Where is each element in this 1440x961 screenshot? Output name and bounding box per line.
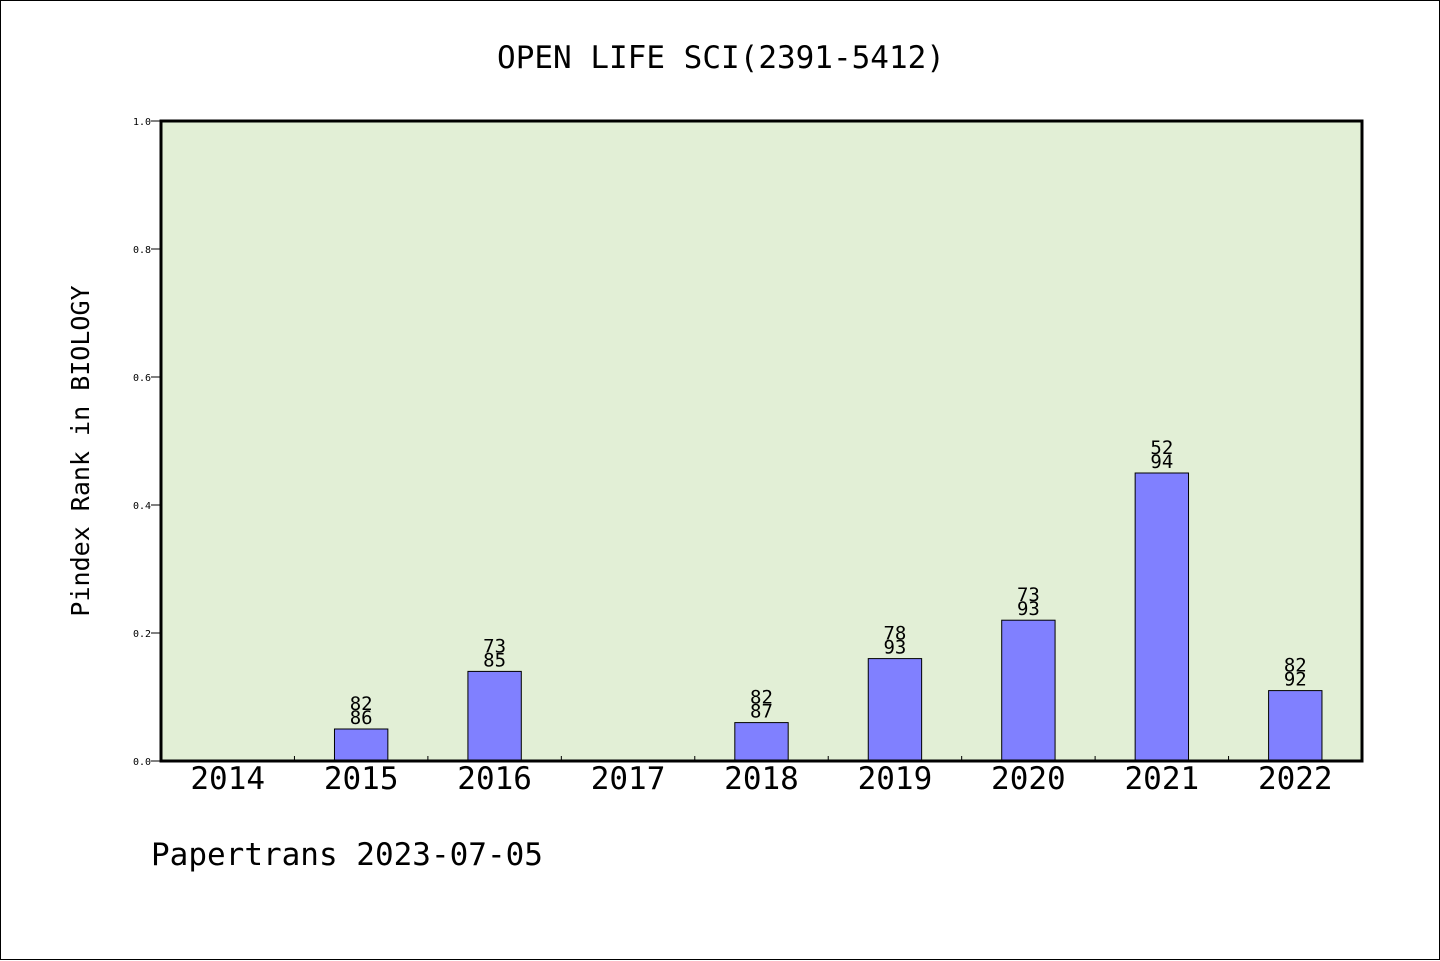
- y-tick-label: 0.8: [133, 245, 151, 256]
- bar-label-total: 93: [883, 637, 906, 659]
- x-tick-label: 2021: [1125, 761, 1200, 797]
- bar-label-rank: 82: [1284, 655, 1307, 677]
- bar-2022: [1268, 690, 1323, 762]
- x-ticks-layer: 2014 2015 2016 2017 2018 2019 2020 2021 2022: [190, 756, 1333, 797]
- x-tick-label: 2016: [457, 761, 532, 797]
- bar-2021: [1134, 472, 1190, 762]
- x-tick-label: 2019: [858, 761, 933, 797]
- bar-label-total: 85: [483, 649, 506, 671]
- bar-label-rank: 82: [350, 693, 373, 715]
- plot-border: [159, 119, 1364, 763]
- y-tick-label: 1.0: [133, 117, 151, 128]
- bar-label-rank: 82: [750, 687, 773, 709]
- y-tick-label: 0.0: [133, 757, 151, 768]
- bar-label-total: 93: [1017, 598, 1040, 620]
- chart-title: OPEN LIFE SCI(2391-5412): [497, 40, 945, 76]
- bar-label-rank: 52: [1150, 437, 1173, 459]
- y-ticks-layer: 0.0 0.2 0.4 0.6 0.8 1.0: [133, 117, 161, 768]
- bar-label-total: 92: [1284, 669, 1307, 691]
- x-tick-label: 2018: [724, 761, 799, 797]
- y-tick-label: 0.2: [133, 629, 151, 640]
- bar-2020: [1001, 619, 1056, 762]
- y-axis-label: Pindex Rank in BIOLOGY: [66, 285, 95, 616]
- bars-layer: [333, 472, 1323, 762]
- bar-label-rank: 78: [883, 623, 906, 645]
- bar-label-total: 86: [350, 707, 373, 729]
- footer-text: Papertrans 2023-07-05: [151, 837, 543, 873]
- bar-label-total: 87: [750, 701, 773, 723]
- bar-label-total: 94: [1150, 451, 1173, 473]
- x-tick-label: 2020: [991, 761, 1066, 797]
- x-tick-label: 2017: [591, 761, 666, 797]
- y-tick-label: 0.6: [133, 373, 151, 384]
- y-tick-label: 0.4: [133, 501, 151, 512]
- bar-2016: [467, 670, 522, 762]
- x-tick-label: 2022: [1258, 761, 1333, 797]
- bar-2018: [734, 722, 789, 762]
- bar-label-rank: 73: [483, 635, 506, 657]
- x-tick-label: 2014: [190, 761, 265, 797]
- bar-2019: [867, 658, 923, 762]
- bar-2015: [333, 728, 389, 762]
- x-tick-label: 2015: [324, 761, 399, 797]
- bar-label-rank: 73: [1017, 584, 1040, 606]
